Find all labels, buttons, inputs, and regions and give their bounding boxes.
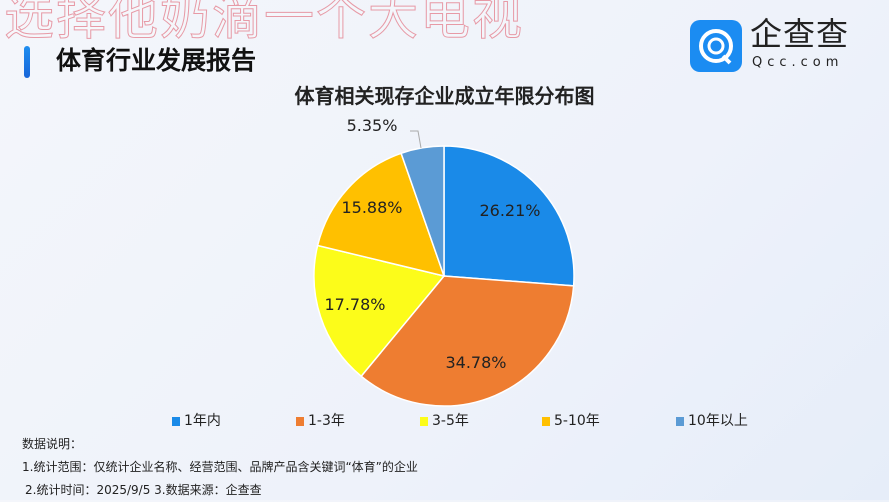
legend-swatch bbox=[296, 417, 304, 426]
legend-item: 10年以上 bbox=[676, 413, 748, 430]
qcc-logo-icon bbox=[690, 20, 742, 72]
pie-slice-2 bbox=[313, 244, 446, 378]
chart-title: 体育相关现存企业成立年限分布图 bbox=[294, 84, 595, 108]
legend-label: 3-5年 bbox=[432, 413, 469, 429]
pie-slice-0 bbox=[443, 145, 575, 287]
legend-swatch bbox=[420, 417, 428, 426]
legend-label: 1-3年 bbox=[308, 413, 345, 429]
logo-text: 企查查 bbox=[750, 15, 850, 53]
pie-label-4: 5.35% bbox=[347, 116, 398, 135]
pie-label-0: 26.21% bbox=[479, 201, 540, 220]
logo-sub: Qcc.com bbox=[752, 55, 844, 70]
legend-label: 10年以上 bbox=[688, 413, 748, 429]
legend-swatch bbox=[172, 417, 180, 426]
title-accent-bar bbox=[24, 46, 30, 78]
legend-item: 1-3年 bbox=[296, 413, 345, 430]
watermark: 选择他奶滴一个大电视 bbox=[4, 0, 524, 46]
pie-label-1: 34.78% bbox=[445, 353, 506, 372]
data-notes: 数据说明： 1.统计范围：仅统计企业名称、经营范围、品牌产品含关键词“体育”的企… bbox=[22, 433, 418, 502]
notes-line1: 1.统计范围：仅统计企业名称、经营范围、品牌产品含关键词“体育”的企业 bbox=[22, 460, 418, 474]
legend-label: 1年内 bbox=[184, 413, 221, 429]
legend-label: 5-10年 bbox=[554, 413, 600, 429]
notes-line2: 2.统计时间：2025/9/5 3.数据来源：企查查 bbox=[25, 483, 262, 497]
pie-slice-4 bbox=[400, 145, 445, 277]
pie-slice-3 bbox=[316, 152, 446, 278]
leader-line bbox=[410, 130, 422, 149]
pie-label-2: 17.78% bbox=[324, 295, 385, 314]
legend-item: 1年内 bbox=[172, 413, 221, 430]
report-title: 体育行业发展报告 bbox=[56, 46, 257, 75]
legend-swatch bbox=[676, 417, 684, 426]
legend-item: 5-10年 bbox=[542, 413, 600, 430]
legend-item: 3-5年 bbox=[420, 413, 469, 430]
legend-swatch bbox=[542, 417, 550, 426]
pie-label-3: 15.88% bbox=[341, 198, 402, 217]
notes-heading: 数据说明： bbox=[22, 437, 83, 451]
pie-slice-1 bbox=[360, 275, 575, 407]
